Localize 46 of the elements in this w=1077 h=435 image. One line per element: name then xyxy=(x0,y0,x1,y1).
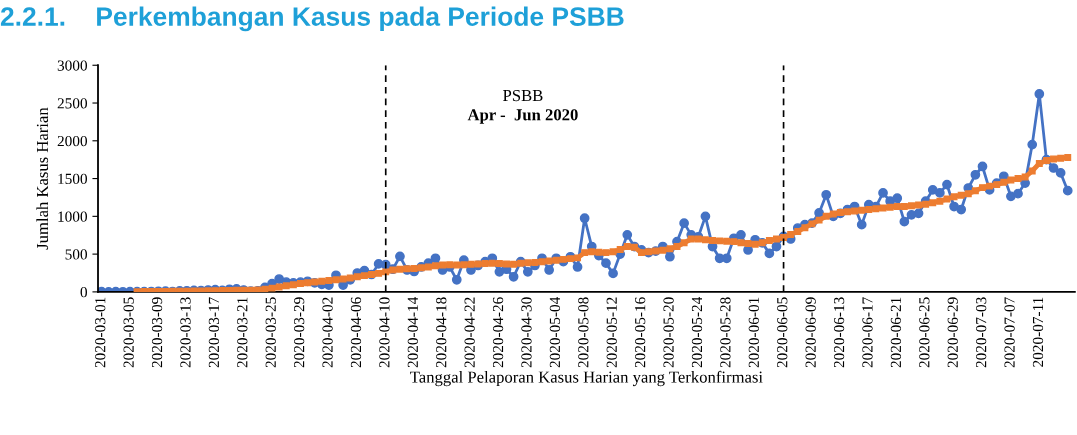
y-tick-label: 1000 xyxy=(58,211,88,222)
annotation: Apr - Jun 2020 xyxy=(467,109,578,124)
x-tick-label: 2020-06-25 xyxy=(919,297,930,368)
chart-title: 2.2.1. Perkembangan Kasus pada Periode PSBB xyxy=(0,6,624,32)
x-tick-label: 2020-04-22 xyxy=(464,297,475,368)
x-tick-label: 2020-04-06 xyxy=(350,297,362,368)
x-tick-label: 2020-04-02 xyxy=(322,297,333,368)
y-axis-title: Jumlah Kasus Harian xyxy=(36,107,49,250)
x-tick-label: 2020-06-05 xyxy=(777,297,788,368)
x-tick-label: 2020-06-29 xyxy=(947,297,958,368)
x-axis-title: Tanggal Pelaporan Kasus Harian yang Terkonfirmasi xyxy=(410,370,763,387)
x-tick-label: 2020-05-20 xyxy=(663,297,674,368)
y-tick-label: 1500 xyxy=(58,173,88,185)
x-tick-label: 2020-04-14 xyxy=(407,296,418,368)
x-tick-label: 2020-06-17 xyxy=(862,297,873,368)
x-tick-label: 2020-03-13 xyxy=(180,297,191,368)
x-tick-label: 2020-04-26 xyxy=(492,297,504,368)
x-tick-label: 2020-05-08 xyxy=(578,297,589,368)
y-tick-label: 2500 xyxy=(57,98,88,109)
x-tick-label: 2020-06-21 xyxy=(890,297,902,368)
x-tick-label: 2020-03-29 xyxy=(293,297,305,368)
y-tick-label: 0 xyxy=(80,287,88,298)
x-tick-label: 2020-05-24 xyxy=(691,296,703,368)
annotation: PSBB xyxy=(503,89,543,102)
y-tick-label: 2000 xyxy=(57,135,88,147)
x-tick-label: 2020-05-12 xyxy=(606,297,617,368)
x-tick-label: 2020-03-17 xyxy=(208,297,220,368)
x-tick-label: 2020-06-09 xyxy=(805,297,816,368)
x-tick-label: 2020-04-18 xyxy=(436,297,447,368)
x-tick-label: 2020-04-10 xyxy=(379,297,390,368)
x-tick-label: 2020-03-21 xyxy=(237,297,248,368)
x-tick-label: 2020-05-28 xyxy=(720,297,731,368)
x-tick-label: 2020-03-05 xyxy=(123,297,134,368)
x-tick-label: 2020-05-04 xyxy=(549,296,561,368)
x-tick-label: 2020-04-30 xyxy=(521,297,532,368)
x-tick-label: 2020-06-01 xyxy=(748,297,759,368)
x-tick-label: 2020-07-11 xyxy=(1032,297,1044,367)
y-tick-label: 3000 xyxy=(57,60,88,71)
x-tick-label: 2020-07-03 xyxy=(976,297,987,368)
x-tick-label: 2020-03-01 xyxy=(95,297,106,368)
x-tick-label: 2020-07-07 xyxy=(1004,297,1015,368)
x-tick-label: 2020-06-13 xyxy=(833,297,845,368)
x-tick-label: 2020-03-09 xyxy=(151,297,163,368)
x-tick-label: 2020-03-25 xyxy=(265,297,276,368)
x-tick-label: 2020-05-16 xyxy=(635,297,646,368)
y-tick-label: 500 xyxy=(65,249,88,260)
